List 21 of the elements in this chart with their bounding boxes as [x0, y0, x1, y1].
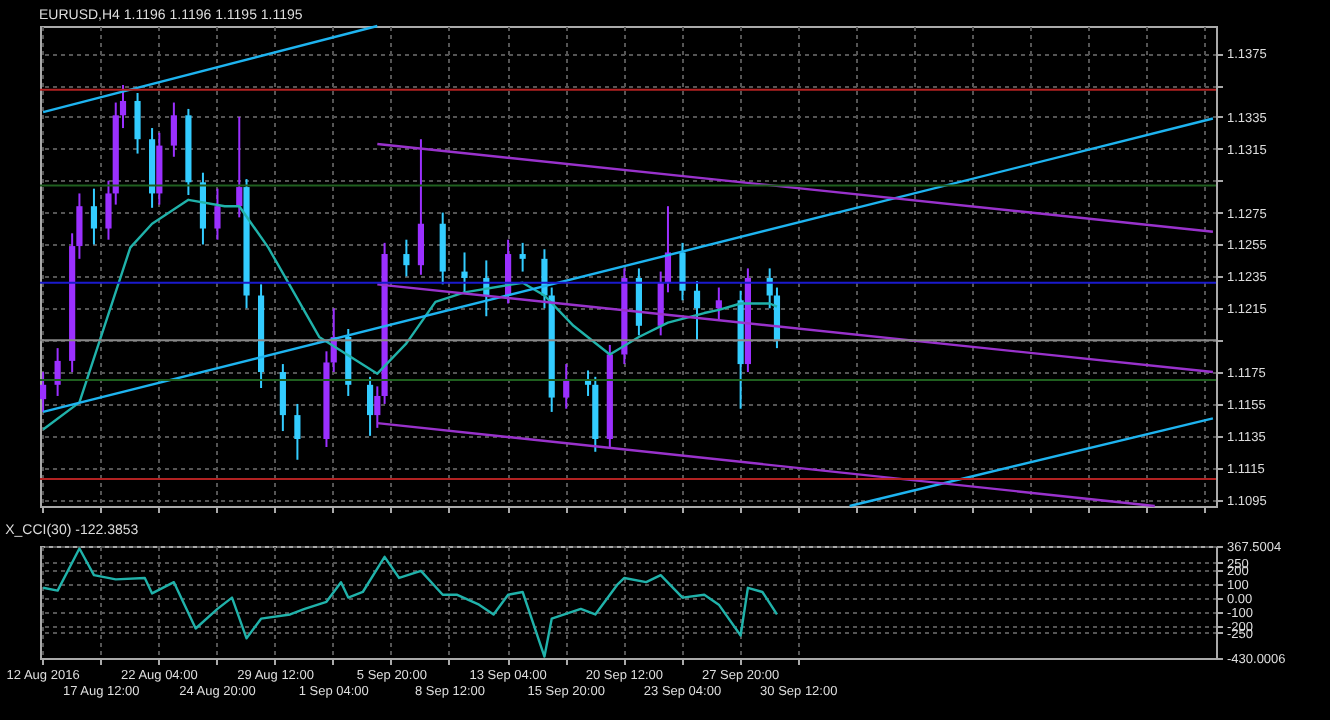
candlestick	[693, 280, 701, 342]
candlestick	[134, 91, 141, 155]
candlestick	[374, 385, 381, 429]
candlestick	[170, 101, 177, 158]
candlestick	[417, 138, 425, 276]
candlestick	[461, 251, 468, 294]
candlestick	[90, 187, 98, 246]
candlestick	[366, 375, 374, 437]
candlestick	[214, 187, 221, 241]
candlestick	[519, 241, 526, 273]
candlestick	[40, 371, 47, 413]
candlestick	[403, 238, 410, 278]
candlestick	[439, 211, 446, 286]
candlestick	[236, 115, 243, 219]
candlestick	[563, 363, 570, 410]
candlestick	[156, 131, 163, 206]
candlestick	[279, 363, 286, 433]
candlestick	[294, 402, 301, 461]
candlestick	[715, 286, 722, 321]
line-series	[41, 547, 779, 658]
candlestick	[679, 241, 686, 302]
